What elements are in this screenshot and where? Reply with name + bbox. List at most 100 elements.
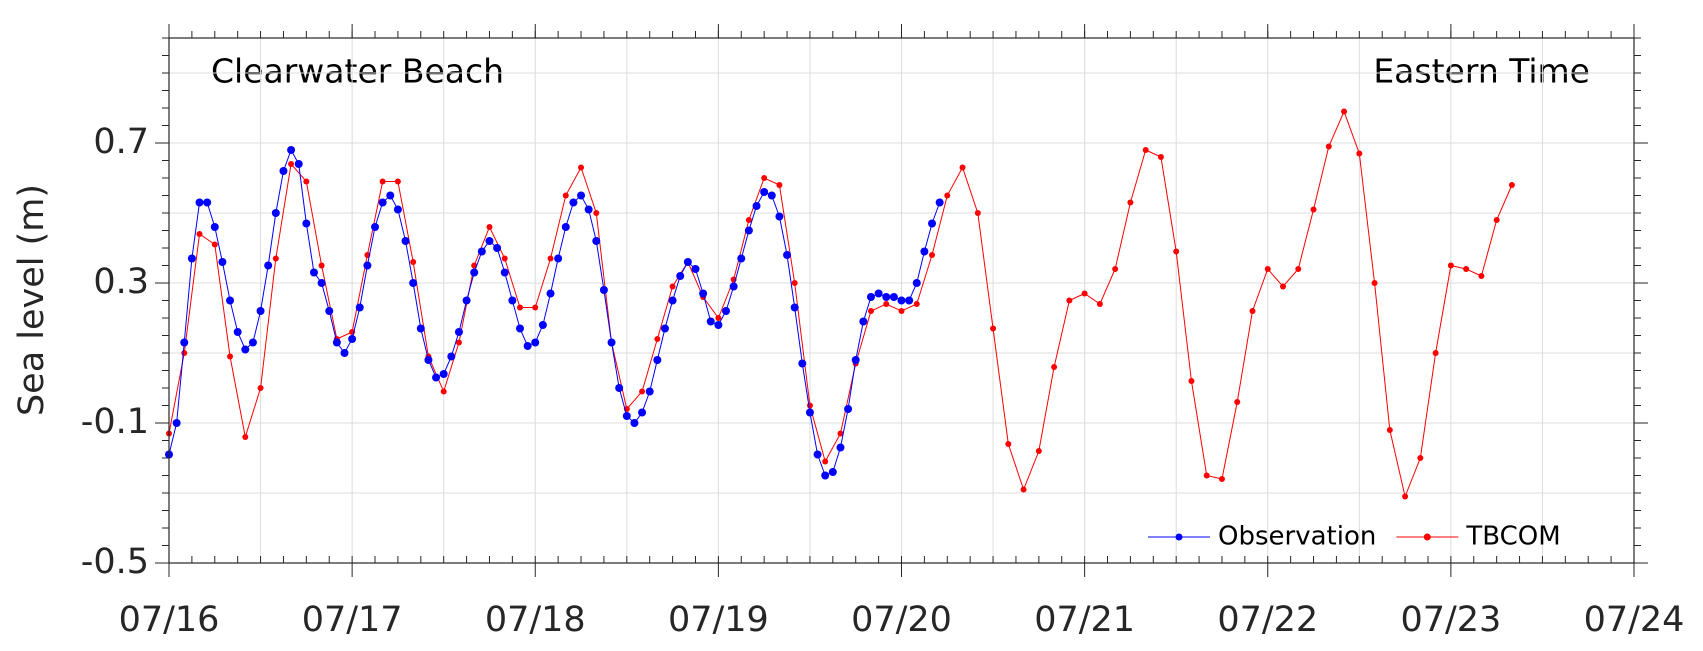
data-point (898, 308, 905, 314)
data-point (882, 293, 891, 301)
data-point (394, 178, 401, 185)
data-point (630, 419, 639, 427)
data-point (897, 296, 906, 305)
data-point (294, 160, 303, 168)
data-point (729, 282, 738, 291)
data-point (851, 356, 860, 364)
data-point (676, 272, 685, 280)
data-point (218, 258, 227, 266)
data-point (454, 328, 463, 336)
data-point (928, 219, 937, 228)
data-point (363, 261, 372, 270)
data-point (386, 191, 395, 200)
data-point (1386, 427, 1393, 433)
data-point (1005, 441, 1012, 447)
data-point (683, 258, 692, 266)
data-point (1203, 472, 1210, 479)
data-point (561, 223, 570, 231)
data-point (874, 289, 883, 298)
data-point (195, 198, 204, 207)
data-point (1127, 199, 1134, 206)
data-point (1234, 399, 1241, 405)
data-point (638, 408, 647, 417)
data-point (1218, 476, 1225, 482)
data-point (744, 226, 753, 235)
data-point (913, 301, 920, 307)
data-point (959, 164, 966, 171)
data-point (859, 317, 868, 326)
data-point (706, 317, 715, 326)
data-point (737, 254, 746, 263)
data-point (837, 430, 844, 437)
data-point (242, 434, 249, 440)
data-point (783, 251, 792, 259)
data-point (844, 405, 853, 413)
data-point (1356, 150, 1363, 157)
data-point (806, 402, 813, 409)
data-point (378, 198, 387, 207)
data-point (584, 205, 593, 214)
x-tick-label: 07/22 (1217, 600, 1318, 640)
data-point (805, 408, 814, 417)
data-point (760, 188, 769, 196)
data-point (752, 202, 761, 210)
data-point (500, 268, 509, 277)
data-point (889, 293, 898, 301)
data-point (325, 307, 334, 315)
data-point (485, 237, 494, 245)
data-point (226, 296, 235, 305)
data-point (660, 324, 669, 333)
data-point (439, 370, 448, 378)
data-point (455, 339, 462, 346)
data-point (409, 279, 418, 287)
data-point (615, 384, 624, 392)
data-point (1508, 182, 1515, 188)
data-point (715, 315, 722, 321)
x-tick-label: 07/20 (851, 600, 952, 640)
x-tick-label: 07/19 (668, 600, 769, 640)
data-point (256, 307, 265, 315)
data-point (1051, 364, 1058, 370)
data-point (569, 198, 578, 207)
data-point (1402, 493, 1409, 500)
y-tick-label: 0.3 (93, 262, 149, 302)
data-point (181, 350, 188, 356)
plot-frame (168, 37, 1635, 564)
data-point (883, 301, 890, 307)
data-point (607, 338, 616, 347)
x-tick-label: 07/16 (119, 600, 220, 640)
data-point (654, 336, 661, 342)
data-point (1310, 206, 1317, 213)
data-point (515, 324, 524, 333)
data-point (547, 255, 554, 262)
data-point (227, 353, 234, 360)
data-point (822, 458, 829, 465)
data-point (303, 178, 310, 185)
legend-marker (1423, 533, 1431, 541)
data-point (462, 296, 471, 305)
data-point (944, 192, 951, 199)
data-point (187, 254, 196, 263)
data-point (393, 205, 402, 214)
data-point (599, 286, 608, 294)
data-point (639, 388, 646, 395)
x-tick-label: 07/24 (1584, 600, 1685, 640)
data-point (1417, 455, 1424, 461)
data-point (233, 328, 242, 336)
data-point (920, 247, 929, 256)
data-point (1447, 262, 1454, 269)
data-point (1325, 143, 1332, 150)
data-point (813, 450, 822, 459)
data-point (1432, 350, 1439, 356)
data-point (1249, 308, 1256, 314)
y-tick-label: 0.7 (93, 122, 149, 162)
data-point (531, 338, 540, 347)
data-point (1478, 273, 1485, 279)
data-point (714, 321, 723, 329)
data-point (990, 325, 997, 332)
data-point (318, 262, 325, 269)
data-point (309, 268, 318, 277)
data-point (271, 209, 280, 217)
